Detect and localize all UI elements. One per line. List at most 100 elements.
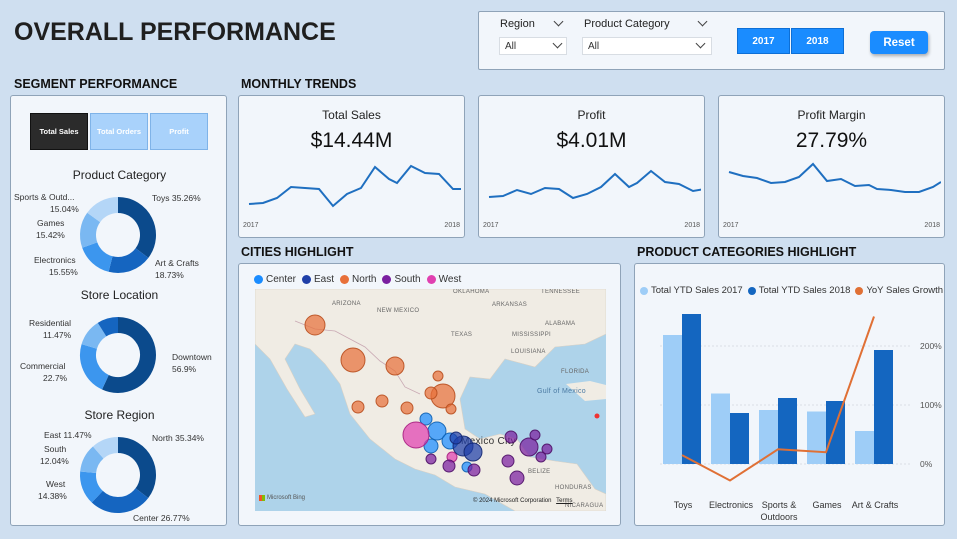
- map-label: TEXAS: [451, 332, 473, 338]
- terms-link[interactable]: Terms: [556, 498, 573, 504]
- segment-total-sales-button[interactable]: Total Sales: [30, 113, 88, 150]
- donut1-label: 18.73%: [155, 270, 184, 280]
- bar-2018[interactable]: [778, 398, 797, 464]
- donut3-label: Center 26.77%: [133, 513, 190, 523]
- map-label: NEW MEXICO: [377, 308, 420, 314]
- slice-south[interactable]: [80, 446, 104, 474]
- legend-dot: [254, 275, 263, 284]
- legend-dot: [302, 275, 312, 284]
- bar-2017[interactable]: [711, 393, 730, 465]
- legend-west[interactable]: West: [438, 274, 462, 285]
- product-bar-chart[interactable]: [635, 264, 946, 527]
- region-dropdown[interactable]: All: [499, 37, 567, 55]
- donut2-label: 56.9%: [172, 364, 197, 374]
- legend-ytd-2017[interactable]: Total YTD Sales 2017: [651, 285, 743, 296]
- donut2-label: 11.47%: [43, 330, 72, 340]
- store-region-donut[interactable]: [79, 436, 157, 514]
- bar-2017[interactable]: [855, 431, 874, 464]
- yoy-growth-line[interactable]: [681, 316, 875, 482]
- map-label: ALABAMA: [545, 321, 576, 327]
- products-panel: Total YTD Sales 2017 Total YTD Sales 201…: [634, 263, 945, 526]
- map-label: MISSISSIPPI: [512, 332, 551, 338]
- kpi-card-total-sales[interactable]: Total Sales $14.44M 2017 2018: [238, 95, 465, 238]
- sparkline: [488, 169, 701, 200]
- legend-north[interactable]: North: [352, 274, 377, 285]
- cities-panel: Center East North South West ARIZONA NEW…: [238, 263, 621, 526]
- city-bubbles[interactable]: [255, 289, 606, 511]
- axis-end: 2018: [924, 222, 940, 229]
- legend-yoy[interactable]: YoY Sales Growth: [866, 285, 944, 296]
- segment-total-orders-button[interactable]: Total Orders: [90, 113, 148, 150]
- bar-2018[interactable]: [682, 314, 701, 464]
- kpi-card-profit[interactable]: Profit $4.01M 2017 2018: [478, 95, 705, 238]
- donut1-label: Electronics: [34, 255, 76, 265]
- donut3-label: 12.04%: [40, 456, 69, 466]
- slice-west[interactable]: [80, 471, 104, 503]
- slice-toys[interactable]: [117, 197, 156, 258]
- slice-east[interactable]: [92, 437, 119, 459]
- category-dropdown[interactable]: All: [582, 37, 712, 55]
- kpi-value: $4.01M: [556, 129, 627, 152]
- store-location-donut-title: Store Location: [80, 288, 159, 302]
- monthly-title: MONTHLY TRENDS: [241, 77, 357, 91]
- reset-button[interactable]: Reset: [870, 31, 928, 54]
- slice-downtown[interactable]: [102, 317, 156, 393]
- chevron-down-icon[interactable]: [697, 16, 708, 27]
- filter-panel: Region All Product Category All 2017 201…: [478, 11, 945, 70]
- category-label: Sports & Outdoors: [760, 500, 798, 522]
- bar-2018[interactable]: [826, 401, 845, 464]
- donut1-label: Games: [37, 218, 65, 228]
- bar-2017[interactable]: [807, 411, 826, 465]
- slice-other[interactable]: [97, 317, 119, 337]
- bing-logo: Microsoft Bing: [259, 495, 305, 501]
- legend-ytd-2018[interactable]: Total YTD Sales 2018: [758, 285, 851, 296]
- legend-center[interactable]: Center: [266, 274, 297, 285]
- legend-dot: [855, 286, 864, 295]
- axis-start: 2017: [483, 222, 499, 229]
- donut2-label: Residential: [29, 318, 72, 328]
- bar-2018[interactable]: [874, 350, 893, 464]
- segment-panel: Total Sales Total Orders Profit Product …: [10, 95, 227, 526]
- year-2018-button[interactable]: 2018: [791, 28, 844, 54]
- category-label: Electronics: [708, 500, 753, 510]
- bar-2017[interactable]: [663, 335, 682, 464]
- slice-electronics[interactable]: [82, 241, 114, 272]
- map-label: ARIZONA: [332, 301, 361, 307]
- map-label: BELIZE: [528, 469, 551, 475]
- slice-games[interactable]: [80, 212, 101, 248]
- legend-dot: [747, 286, 756, 295]
- donut1-label: Art & Crafts: [155, 258, 199, 268]
- kpi-title: Profit: [577, 108, 606, 122]
- legend-east[interactable]: East: [314, 274, 335, 285]
- slice-north[interactable]: [117, 437, 156, 498]
- land-shapes: [255, 289, 606, 511]
- map-canvas[interactable]: ARIZONA NEW MEXICO OKLAHOMA ARKANSAS TEN…: [255, 289, 606, 511]
- windows-logo-icon: [259, 495, 265, 501]
- donut3-label: East 11.47%: [44, 430, 92, 440]
- product-category-donut[interactable]: [79, 196, 157, 274]
- slice-residential[interactable]: [81, 322, 107, 350]
- store-location-donut[interactable]: [79, 316, 157, 394]
- chevron-down-icon[interactable]: [553, 16, 564, 27]
- bar-2017[interactable]: [759, 410, 778, 464]
- kpi-title: Total Sales: [322, 108, 381, 122]
- map-label: FLORIDA: [561, 369, 590, 375]
- slice-center[interactable]: [91, 487, 149, 513]
- kpi-card-profit-margin[interactable]: Profit Margin 27.79% 2017 2018: [718, 95, 945, 238]
- map-label: OKLAHOMA: [453, 289, 490, 295]
- slice-art-crafts[interactable]: [108, 247, 149, 273]
- sparkline: [728, 162, 941, 193]
- y2-tick: 0%: [920, 459, 933, 469]
- year-2017-button[interactable]: 2017: [737, 28, 790, 54]
- slice-commercial[interactable]: [80, 344, 110, 390]
- donut3-label: South: [44, 444, 67, 454]
- chevron-down-icon: [552, 38, 563, 49]
- bar-2018[interactable]: [730, 413, 749, 464]
- map-label: ARKANSAS: [492, 302, 528, 308]
- map-label: LOUISIANA: [511, 349, 546, 355]
- legend-south[interactable]: South: [394, 274, 421, 285]
- segment-profit-button[interactable]: Profit: [150, 113, 208, 150]
- slice-sports[interactable]: [87, 197, 119, 223]
- legend-dot: [426, 275, 436, 284]
- attribution-text: © 2024 Microsoft Corporation: [473, 498, 552, 504]
